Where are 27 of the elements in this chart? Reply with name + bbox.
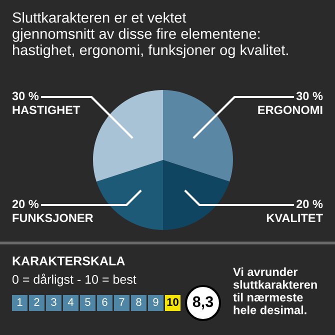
text: 0 = dårligst - 10 = best (12, 274, 136, 286)
text: 10 (167, 298, 178, 306)
text: 2 (34, 298, 40, 306)
pie-slice (93, 90, 163, 182)
data-label: 20 % (296, 200, 323, 208)
text: 8,3 (192, 296, 214, 310)
slice-label: KVALITET (266, 214, 323, 222)
data-label: 20 % (12, 200, 39, 208)
chart-title: Sluttkarakteren er et vektet gjennomsnitt av disse fire elementene: hastighet, ergonomi, funksjoner og kvalitet. (12, 12, 288, 58)
text: 7 (119, 298, 124, 306)
pie-slice (96, 160, 163, 230)
data-label: 30 % (296, 92, 323, 100)
data-label: 30 % (12, 92, 39, 100)
text: 3 (51, 298, 56, 306)
slice-label: FUNKSJONER (12, 214, 94, 222)
text: KARAKTERSKALA (12, 256, 125, 266)
text: Vi avrunder sluttkarakteren til nærmeste hele desimal. (233, 267, 317, 314)
text: 9 (153, 298, 158, 306)
text: 8 (136, 298, 142, 306)
pie-slice (163, 90, 233, 182)
text: 5 (85, 298, 90, 306)
text: 4 (68, 298, 74, 306)
text: 6 (102, 298, 108, 306)
slice-label: HASTIGHET (12, 106, 80, 114)
slice-label: ERGONOMI (258, 106, 322, 114)
pie-slice (163, 160, 230, 230)
text: 1 (18, 298, 22, 306)
